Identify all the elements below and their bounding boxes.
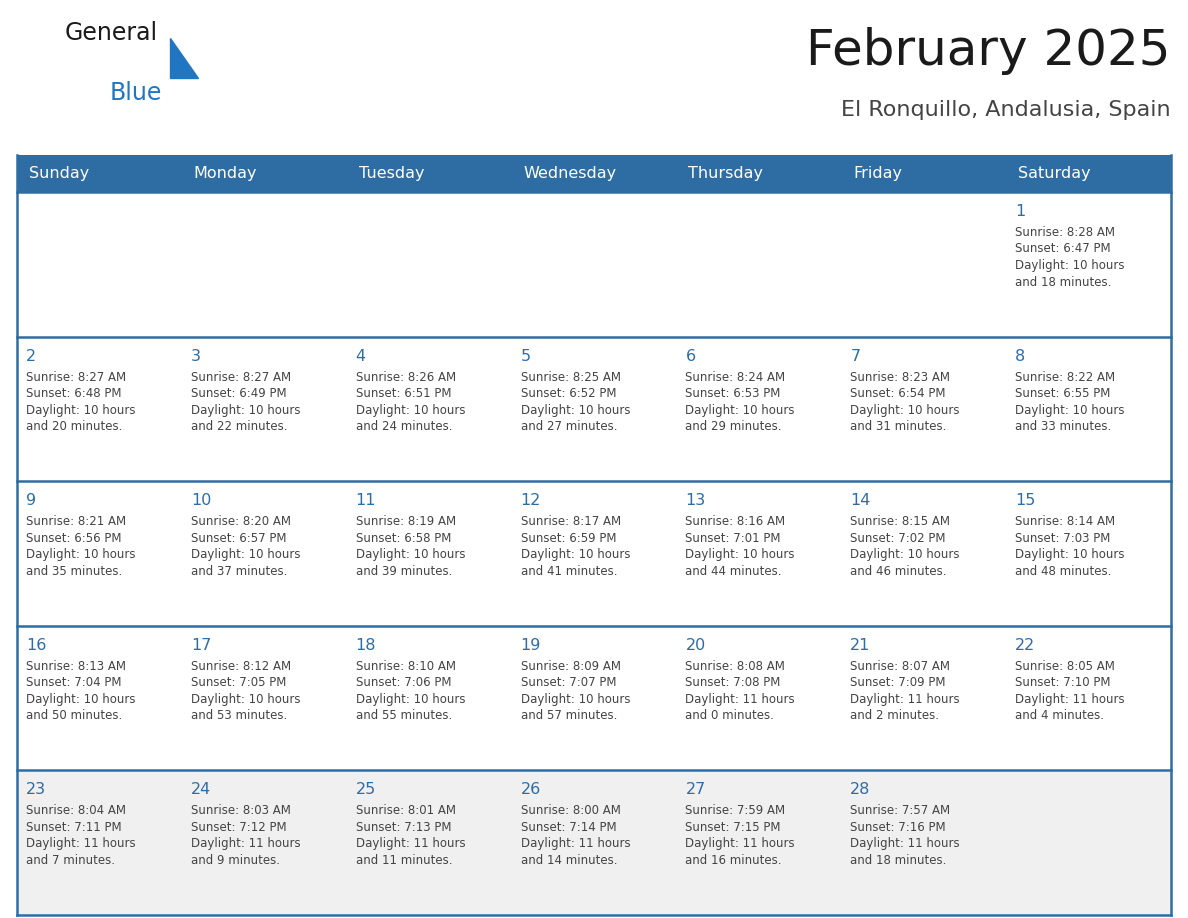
Text: Sunrise: 8:12 AM
Sunset: 7:05 PM
Daylight: 10 hours
and 53 minutes.: Sunrise: 8:12 AM Sunset: 7:05 PM Dayligh…: [191, 660, 301, 722]
Bar: [17, 155, 1171, 192]
Text: 27: 27: [685, 782, 706, 798]
Text: Sunrise: 8:13 AM
Sunset: 7:04 PM
Daylight: 10 hours
and 50 minutes.: Sunrise: 8:13 AM Sunset: 7:04 PM Dayligh…: [26, 660, 135, 722]
Text: Sunrise: 8:00 AM
Sunset: 7:14 PM
Daylight: 11 hours
and 14 minutes.: Sunrise: 8:00 AM Sunset: 7:14 PM Dayligh…: [520, 804, 630, 867]
Text: 17: 17: [191, 638, 211, 653]
Text: El Ronquillo, Andalusia, Spain: El Ronquillo, Andalusia, Spain: [841, 100, 1171, 120]
Bar: [17, 626, 1171, 770]
Text: Sunrise: 7:57 AM
Sunset: 7:16 PM
Daylight: 11 hours
and 18 minutes.: Sunrise: 7:57 AM Sunset: 7:16 PM Dayligh…: [851, 804, 960, 867]
Text: Sunrise: 8:04 AM
Sunset: 7:11 PM
Daylight: 11 hours
and 7 minutes.: Sunrise: 8:04 AM Sunset: 7:11 PM Dayligh…: [26, 804, 135, 867]
Text: 15: 15: [1015, 493, 1036, 509]
Text: Sunrise: 8:23 AM
Sunset: 6:54 PM
Daylight: 10 hours
and 31 minutes.: Sunrise: 8:23 AM Sunset: 6:54 PM Dayligh…: [851, 371, 960, 433]
Text: Sunrise: 8:20 AM
Sunset: 6:57 PM
Daylight: 10 hours
and 37 minutes.: Sunrise: 8:20 AM Sunset: 6:57 PM Dayligh…: [191, 515, 301, 577]
Text: 5: 5: [520, 349, 531, 364]
Text: 28: 28: [851, 782, 871, 798]
Text: 3: 3: [191, 349, 201, 364]
Text: Sunrise: 8:16 AM
Sunset: 7:01 PM
Daylight: 10 hours
and 44 minutes.: Sunrise: 8:16 AM Sunset: 7:01 PM Dayligh…: [685, 515, 795, 577]
Text: Sunrise: 7:59 AM
Sunset: 7:15 PM
Daylight: 11 hours
and 16 minutes.: Sunrise: 7:59 AM Sunset: 7:15 PM Dayligh…: [685, 804, 795, 867]
Bar: [17, 770, 1171, 915]
Text: Sunrise: 8:28 AM
Sunset: 6:47 PM
Daylight: 10 hours
and 18 minutes.: Sunrise: 8:28 AM Sunset: 6:47 PM Dayligh…: [1015, 226, 1125, 288]
Text: Sunrise: 8:19 AM
Sunset: 6:58 PM
Daylight: 10 hours
and 39 minutes.: Sunrise: 8:19 AM Sunset: 6:58 PM Dayligh…: [355, 515, 466, 577]
Text: 14: 14: [851, 493, 871, 509]
Text: Blue: Blue: [110, 81, 163, 105]
Text: Sunrise: 8:05 AM
Sunset: 7:10 PM
Daylight: 11 hours
and 4 minutes.: Sunrise: 8:05 AM Sunset: 7:10 PM Dayligh…: [1015, 660, 1125, 722]
Text: Sunrise: 8:09 AM
Sunset: 7:07 PM
Daylight: 10 hours
and 57 minutes.: Sunrise: 8:09 AM Sunset: 7:07 PM Dayligh…: [520, 660, 630, 722]
Text: Thursday: Thursday: [688, 166, 764, 181]
Text: 11: 11: [355, 493, 377, 509]
Text: 20: 20: [685, 638, 706, 653]
Text: Monday: Monday: [194, 166, 258, 181]
Text: 21: 21: [851, 638, 871, 653]
Text: 23: 23: [26, 782, 46, 798]
Text: Sunrise: 8:14 AM
Sunset: 7:03 PM
Daylight: 10 hours
and 48 minutes.: Sunrise: 8:14 AM Sunset: 7:03 PM Dayligh…: [1015, 515, 1125, 577]
Text: Sunrise: 8:27 AM
Sunset: 6:49 PM
Daylight: 10 hours
and 22 minutes.: Sunrise: 8:27 AM Sunset: 6:49 PM Dayligh…: [191, 371, 301, 433]
Text: Wednesday: Wednesday: [524, 166, 617, 181]
Text: 13: 13: [685, 493, 706, 509]
Text: 6: 6: [685, 349, 695, 364]
Text: Friday: Friday: [853, 166, 902, 181]
Text: 1: 1: [1015, 204, 1025, 219]
Text: 2: 2: [26, 349, 36, 364]
Text: February 2025: February 2025: [807, 27, 1171, 75]
Text: Sunrise: 8:27 AM
Sunset: 6:48 PM
Daylight: 10 hours
and 20 minutes.: Sunrise: 8:27 AM Sunset: 6:48 PM Dayligh…: [26, 371, 135, 433]
Text: 8: 8: [1015, 349, 1025, 364]
Text: Sunrise: 8:15 AM
Sunset: 7:02 PM
Daylight: 10 hours
and 46 minutes.: Sunrise: 8:15 AM Sunset: 7:02 PM Dayligh…: [851, 515, 960, 577]
Text: Tuesday: Tuesday: [359, 166, 424, 181]
Text: 26: 26: [520, 782, 541, 798]
Text: Sunday: Sunday: [29, 166, 89, 181]
Text: Sunrise: 8:22 AM
Sunset: 6:55 PM
Daylight: 10 hours
and 33 minutes.: Sunrise: 8:22 AM Sunset: 6:55 PM Dayligh…: [1015, 371, 1125, 433]
Text: Sunrise: 8:10 AM
Sunset: 7:06 PM
Daylight: 10 hours
and 55 minutes.: Sunrise: 8:10 AM Sunset: 7:06 PM Dayligh…: [355, 660, 466, 722]
Text: Sunrise: 8:08 AM
Sunset: 7:08 PM
Daylight: 11 hours
and 0 minutes.: Sunrise: 8:08 AM Sunset: 7:08 PM Dayligh…: [685, 660, 795, 722]
Text: Sunrise: 8:21 AM
Sunset: 6:56 PM
Daylight: 10 hours
and 35 minutes.: Sunrise: 8:21 AM Sunset: 6:56 PM Dayligh…: [26, 515, 135, 577]
Text: Sunrise: 8:25 AM
Sunset: 6:52 PM
Daylight: 10 hours
and 27 minutes.: Sunrise: 8:25 AM Sunset: 6:52 PM Dayligh…: [520, 371, 630, 433]
Text: 9: 9: [26, 493, 36, 509]
Bar: [17, 337, 1171, 481]
Bar: [17, 192, 1171, 337]
Text: Sunrise: 8:24 AM
Sunset: 6:53 PM
Daylight: 10 hours
and 29 minutes.: Sunrise: 8:24 AM Sunset: 6:53 PM Dayligh…: [685, 371, 795, 433]
Text: Saturday: Saturday: [1018, 166, 1091, 181]
Polygon shape: [170, 38, 198, 78]
Text: Sunrise: 8:26 AM
Sunset: 6:51 PM
Daylight: 10 hours
and 24 minutes.: Sunrise: 8:26 AM Sunset: 6:51 PM Dayligh…: [355, 371, 466, 433]
Text: 10: 10: [191, 493, 211, 509]
Text: 19: 19: [520, 638, 541, 653]
Text: Sunrise: 8:17 AM
Sunset: 6:59 PM
Daylight: 10 hours
and 41 minutes.: Sunrise: 8:17 AM Sunset: 6:59 PM Dayligh…: [520, 515, 630, 577]
Bar: [17, 481, 1171, 626]
Text: 7: 7: [851, 349, 860, 364]
Text: 24: 24: [191, 782, 211, 798]
Text: 12: 12: [520, 493, 541, 509]
Text: Sunrise: 8:01 AM
Sunset: 7:13 PM
Daylight: 11 hours
and 11 minutes.: Sunrise: 8:01 AM Sunset: 7:13 PM Dayligh…: [355, 804, 466, 867]
Text: 16: 16: [26, 638, 46, 653]
Text: 25: 25: [355, 782, 375, 798]
Text: 22: 22: [1015, 638, 1036, 653]
Text: Sunrise: 8:03 AM
Sunset: 7:12 PM
Daylight: 11 hours
and 9 minutes.: Sunrise: 8:03 AM Sunset: 7:12 PM Dayligh…: [191, 804, 301, 867]
Text: Sunrise: 8:07 AM
Sunset: 7:09 PM
Daylight: 11 hours
and 2 minutes.: Sunrise: 8:07 AM Sunset: 7:09 PM Dayligh…: [851, 660, 960, 722]
Text: 4: 4: [355, 349, 366, 364]
Text: General: General: [65, 21, 158, 45]
Text: 18: 18: [355, 638, 377, 653]
